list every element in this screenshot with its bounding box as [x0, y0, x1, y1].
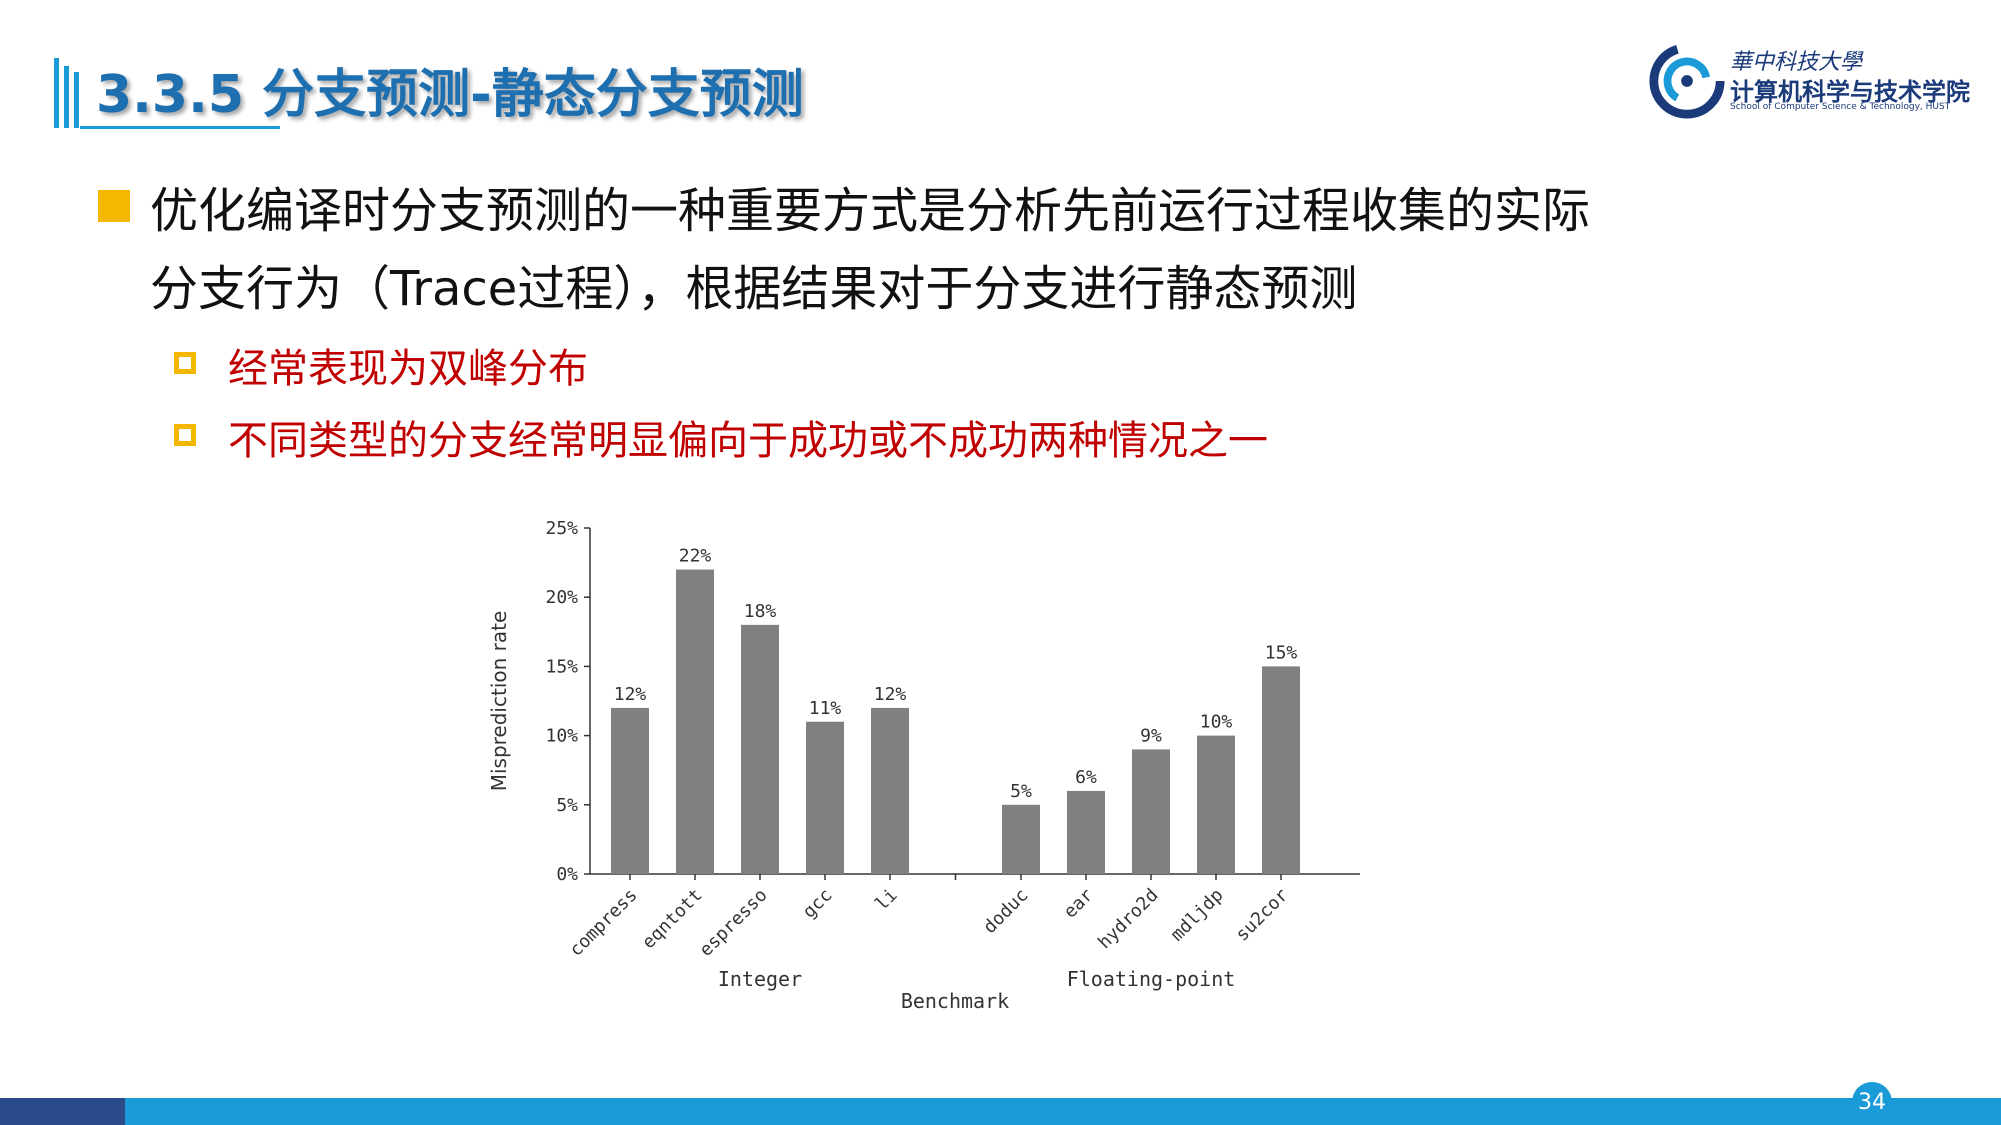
sub-bullet-text-1: 经常表现为双峰分布 [228, 346, 588, 392]
main-bullet-line2: 分支行为（Trace过程），根据结果对于分支进行静态预测 [150, 261, 1358, 317]
main-bullet-text: 优化编译时分支预测的一种重要方式是分析先前运行过程收集的实际 分支行为（Trac… [150, 172, 1850, 328]
bar [611, 707, 649, 874]
x-tick-label: gcc [799, 885, 837, 923]
slide-title: 3.3.5 分支预测-静态分支预测 [96, 65, 804, 125]
bar-value-label: 12% [614, 684, 647, 705]
group-label: Floating-point [1067, 967, 1236, 991]
sub-bullet-text-2: 不同类型的分支经常明显偏向于成功或不成功两种情况之一 [228, 418, 1268, 464]
y-tick-label: 20% [545, 587, 578, 608]
sub-bullet-square-icon [174, 424, 196, 446]
y-tick-label: 15% [545, 656, 578, 677]
bar [741, 624, 779, 874]
x-tick-label: mdljdp [1167, 885, 1228, 946]
logo-university-name: 華中科技大學 [1730, 50, 1863, 75]
bar [1262, 666, 1300, 874]
x-tick-label: su2cor [1232, 885, 1293, 946]
misprediction-bar-chart: 0% 5% 10% 15% 20% 25% Misprediction rate 12% com… [487, 518, 1360, 1013]
bar [676, 569, 714, 874]
bar-value-label: 11% [809, 698, 842, 719]
x-tick-label: ear [1060, 885, 1098, 923]
bar-value-label: 9% [1140, 725, 1162, 746]
bar-value-label: 15% [1265, 642, 1298, 663]
bar [1132, 749, 1170, 874]
bar [871, 707, 909, 874]
main-bullet-square-icon [98, 190, 130, 222]
main-bullet-line1: 优化编译时分支预测的一种重要方式是分析先前运行过程收集的实际 [150, 183, 1591, 239]
page-number: 34 [1858, 1090, 1886, 1115]
y-tick-label: 10% [545, 726, 578, 747]
y-tick-label: 0% [556, 864, 578, 885]
bar [806, 721, 844, 874]
university-logo: 華中科技大學 计算机科学与技术学院 School of Computer Sci… [1648, 40, 1970, 120]
y-tick-label: 25% [545, 518, 578, 539]
bar-value-label: 22% [679, 546, 712, 567]
x-tick-label: compress [565, 885, 641, 961]
sub-bullet-square-icon [174, 352, 196, 374]
bar [1197, 735, 1235, 874]
bar [1002, 804, 1040, 874]
x-tick-label: li [871, 885, 901, 915]
footer-bar [0, 1098, 2001, 1125]
logo-english-name: School of Computer Science & Technology,… [1730, 102, 1951, 112]
group-label: Integer [718, 967, 802, 991]
bar-value-label: 10% [1200, 712, 1233, 733]
footer-accent [0, 1098, 125, 1125]
y-tick-label: 5% [556, 795, 578, 816]
title-underline [80, 126, 280, 129]
y-axis-label: Misprediction rate [487, 611, 511, 792]
logo-school-name: 计算机科学与技术学院 [1730, 78, 1970, 106]
bar-value-label: 6% [1075, 767, 1097, 788]
bar-value-label: 18% [744, 601, 777, 622]
bar-value-label: 5% [1010, 781, 1032, 802]
x-axis-label: Benchmark [901, 989, 1009, 1013]
x-tick-label: espresso [695, 885, 771, 961]
x-tick-label: eqntott [638, 885, 706, 953]
page-number-badge [1852, 1082, 1892, 1122]
bar-value-label: 12% [874, 684, 907, 705]
hust-swirl-icon [1649, 43, 1725, 119]
x-tick-label: hydro2d [1094, 885, 1162, 953]
x-tick-label: doduc [979, 885, 1032, 938]
bar [1067, 790, 1105, 874]
